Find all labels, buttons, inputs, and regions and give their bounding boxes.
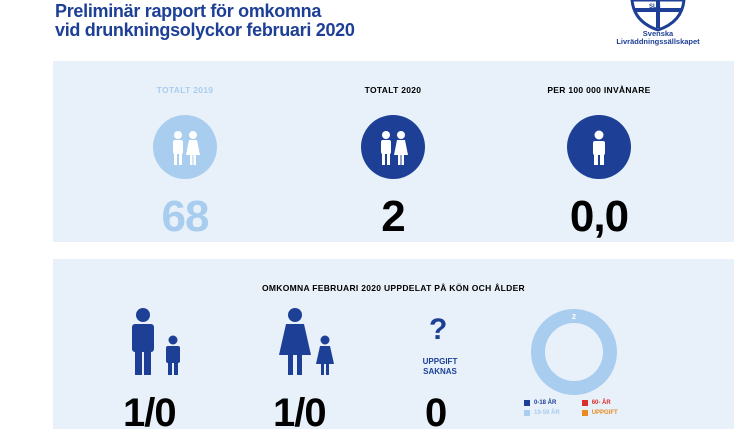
unknown-label: UPPGIFT SAKNAS — [405, 357, 475, 377]
person-icon — [567, 115, 631, 179]
chart-legend: 0-18 ÅR 19-59 ÅR 60- ÅR UPPGIFT — [524, 398, 618, 418]
unknown-line-2: SAKNAS — [423, 367, 457, 376]
stat-total-2019: TOTALT 2019 68 — [85, 61, 285, 239]
stat-label: TOTALT 2019 — [156, 85, 214, 95]
people-icon — [153, 115, 217, 179]
female-adult-child-icon — [279, 308, 334, 375]
question-mark-icon: ? — [429, 313, 448, 346]
male-value: 1/0 — [123, 391, 177, 435]
legend-swatch — [524, 410, 530, 416]
page-title: Preliminär rapport för omkomna vid drunk… — [55, 2, 355, 40]
title-line-1: Preliminär rapport för omkomna — [55, 1, 322, 21]
stat-total-2020: TOTALT 2020 2 — [293, 61, 493, 239]
logo-line-2: Livräddningssällskapet — [616, 37, 700, 46]
unknown-line-1: UPPGIFT — [422, 357, 458, 366]
legend-swatch — [581, 400, 588, 406]
stat-value: 0,0 — [569, 192, 629, 241]
male-adult-child-icon — [132, 308, 180, 375]
logo-letter-1: SLS — [649, 4, 661, 10]
legend-item: 60- ÅR — [581, 398, 618, 408]
stat-per-100000: PER 100 000 INVÅNARE 0,0 — [499, 61, 699, 239]
donut-data-label: 2 — [572, 314, 576, 321]
breakdown-title: OMKOMNA FEBRUARI 2020 UPPDELAT PÅ KÖN OC… — [262, 283, 525, 293]
breakdown-panel: OMKOMNA FEBRUARI 2020 UPPDELAT PÅ KÖN OC… — [53, 259, 734, 435]
totals-panel: TOTALT 2019 68 TOTALT 2020 — [53, 61, 734, 242]
age-donut-chart: 2 — [531, 309, 617, 395]
legend-item: 0-18 ÅR — [524, 398, 560, 408]
legend-item: UPPGIFT — [581, 408, 618, 418]
stat-value: 2 — [381, 192, 405, 241]
legend-item: 19-59 ÅR — [524, 408, 560, 418]
legend-swatch — [581, 410, 588, 416]
title-line-2: vid drunkningsolyckor februari 2020 — [55, 20, 355, 40]
unknown-value: 0 — [425, 391, 447, 435]
people-icon — [361, 115, 425, 179]
female-value: 1/0 — [273, 391, 327, 435]
donut-slice — [531, 309, 617, 395]
logo-text: Svenska Livräddningssällskapet — [606, 30, 710, 46]
legend-swatch — [524, 400, 530, 406]
stat-value: 68 — [161, 192, 210, 241]
stat-label: PER 100 000 INVÅNARE — [547, 85, 651, 95]
logo-line-1: Svenska — [642, 29, 674, 38]
sls-logo: SLS — [630, 0, 686, 32]
stat-label: TOTALT 2020 — [364, 85, 422, 95]
